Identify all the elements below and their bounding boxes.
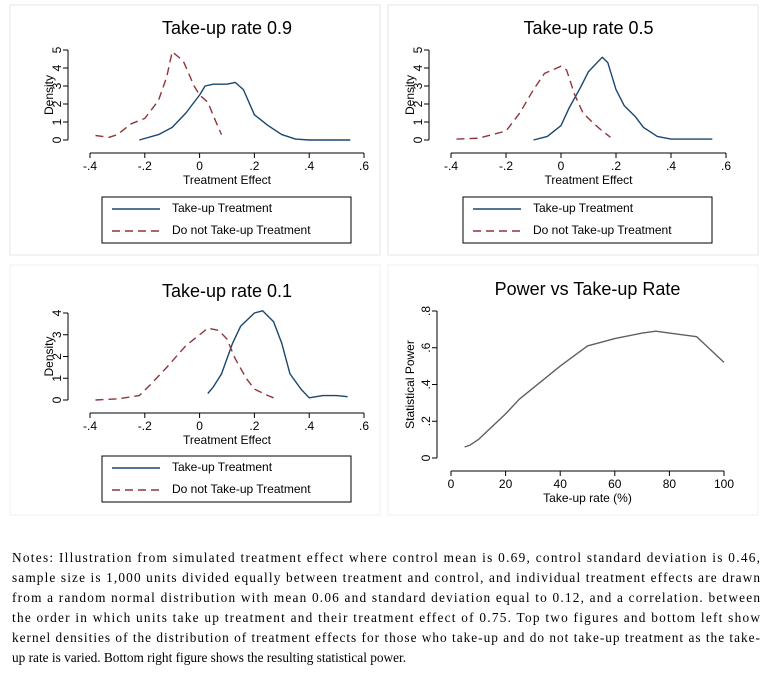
series-line [139, 81, 351, 141]
x-axis-label: Treatment Effect [544, 173, 633, 187]
x-tick-label: 0 [196, 419, 203, 433]
y-tick-label: .2 [419, 416, 433, 426]
y-tick-label: 0 [411, 136, 425, 143]
y-tick-label: 4 [411, 64, 425, 71]
y-tick-label: 2 [50, 100, 64, 107]
series-line [207, 310, 348, 399]
x-tick-label: 0 [196, 159, 203, 173]
y-tick-label: 3 [50, 82, 64, 89]
legend-label: Do not Take-up Treatment [533, 223, 672, 237]
panel-frame [9, 264, 381, 516]
x-tick-label: 40 [554, 477, 568, 491]
series-line [95, 327, 274, 401]
y-tick-label: .8 [419, 306, 433, 316]
chart-title: Take-up rate 0.1 [162, 281, 292, 301]
notes-line: Notes: Illustration from simulated treat… [12, 550, 760, 565]
y-tick-label: 0 [50, 396, 64, 403]
series-line [464, 330, 725, 448]
y-tick-label: 0 [419, 454, 433, 461]
x-tick-label: .4 [304, 419, 314, 433]
y-tick-label: 1 [50, 375, 64, 382]
series-line [95, 51, 223, 138]
x-tick-label: -.2 [138, 159, 152, 173]
y-tick-label: 0 [50, 136, 64, 143]
x-axis-label: Treatment Effect [183, 433, 272, 447]
legend-label: Do not Take-up Treatment [172, 223, 311, 237]
x-tick-label: .4 [666, 159, 676, 173]
y-tick-label: 2 [411, 100, 425, 107]
panel-frame [387, 264, 759, 516]
x-tick-label: .4 [304, 159, 314, 173]
y-axis-label: Statistical Power [403, 340, 417, 429]
x-tick-label: -.4 [83, 159, 97, 173]
x-tick-label: -.2 [499, 159, 513, 173]
panel-frame [9, 4, 381, 256]
x-tick-label: 100 [714, 477, 734, 491]
notes-line: sample size is 1,000 units divided equal… [12, 570, 760, 585]
x-tick-label: .2 [249, 159, 259, 173]
y-tick-label: 3 [50, 331, 64, 338]
x-tick-label: 80 [663, 477, 677, 491]
y-tick-label: .4 [419, 379, 433, 389]
y-axis-label: Density [403, 75, 417, 115]
x-tick-label: .2 [249, 419, 259, 433]
y-axis-label: Density [42, 75, 56, 115]
chart-title: Take-up rate 0.9 [162, 18, 292, 38]
x-tick-label: -.2 [138, 419, 152, 433]
y-tick-label: 4 [50, 309, 64, 316]
legend-label: Take-up Treatment [172, 201, 273, 215]
x-tick-label: 60 [608, 477, 622, 491]
y-axis-label: Density [42, 336, 56, 376]
notes-line: from a random normal distribution with m… [12, 590, 760, 605]
chart-title: Take-up rate 0.5 [523, 18, 653, 38]
y-tick-label: 5 [50, 46, 64, 53]
notes-line: kernel densities of the distribution of … [12, 630, 760, 645]
legend-label: Do not Take-up Treatment [172, 482, 311, 496]
chart-title: Power vs Take-up Rate [495, 279, 681, 299]
legend-box [101, 196, 352, 244]
legend-label: Take-up Treatment [172, 460, 273, 474]
y-tick-label: 2 [50, 353, 64, 360]
y-tick-label: 3 [411, 82, 425, 89]
y-tick-label: 5 [411, 46, 425, 53]
x-axis-label: Take-up rate (%) [543, 491, 632, 505]
y-tick-label: 4 [50, 64, 64, 71]
legend-label: Take-up Treatment [533, 201, 634, 215]
series-line [533, 56, 713, 141]
legend-box [101, 455, 352, 503]
x-tick-label: -.4 [83, 419, 97, 433]
x-tick-label: .6 [359, 419, 369, 433]
x-tick-label: .6 [359, 159, 369, 173]
y-tick-label: .6 [419, 342, 433, 352]
x-tick-label: .6 [721, 159, 731, 173]
y-tick-label: 1 [50, 118, 64, 125]
y-tick-label: 1 [411, 118, 425, 125]
panel-frame [387, 4, 759, 256]
series-line [456, 65, 611, 140]
notes-line: the order in which units take up treatme… [12, 610, 760, 625]
notes-line: up rate is varied. Bottom right figure s… [12, 650, 406, 665]
x-tick-label: 0 [558, 159, 565, 173]
x-tick-label: 0 [448, 477, 455, 491]
legend-box [462, 196, 713, 244]
x-tick-label: -.4 [444, 159, 458, 173]
x-axis-label: Treatment Effect [183, 173, 272, 187]
x-tick-label: 20 [499, 477, 513, 491]
x-tick-label: .2 [611, 159, 621, 173]
